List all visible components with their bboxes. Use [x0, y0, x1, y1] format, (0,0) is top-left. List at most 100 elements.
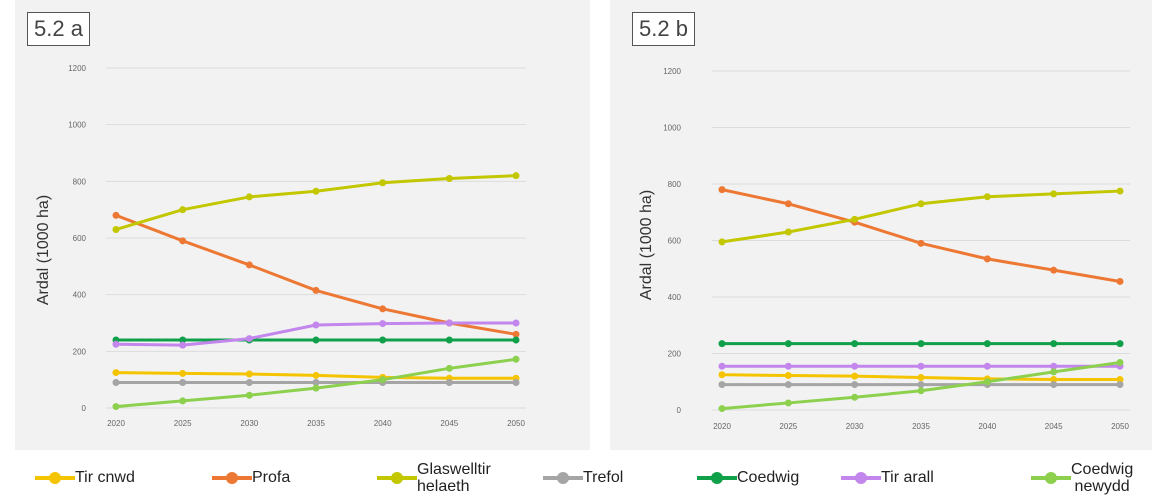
data-point-tir-cnwd — [179, 369, 187, 377]
data-point-coedwig-newydd — [445, 364, 453, 372]
data-point-coedwig-newydd — [312, 384, 320, 392]
data-point-coedwig — [851, 340, 859, 348]
data-point-trefol — [179, 379, 187, 386]
data-point-glaswelltir-helaeth — [379, 179, 387, 187]
data-point-profa — [245, 261, 253, 269]
x-tick-label: 2020 — [713, 422, 731, 431]
x-tick-label: 2025 — [779, 422, 797, 431]
data-point-tir-arall — [312, 321, 320, 329]
legend-label-coedwig-newydd: Coedwig newydd — [1071, 460, 1134, 495]
legend-label-profa: Profa — [252, 469, 291, 486]
y-axis-label: Ardal (1000 ha) — [638, 190, 655, 300]
legend-label-trefol: Trefol — [583, 469, 624, 486]
data-point-glaswelltir-helaeth — [1050, 190, 1058, 198]
data-point-glaswelltir-helaeth — [983, 193, 991, 201]
legend-swatch-coedwig — [697, 471, 737, 484]
data-point-coedwig-newydd — [983, 378, 991, 386]
data-point-coedwig — [1116, 340, 1124, 348]
data-point-glaswelltir-helaeth — [512, 172, 520, 180]
data-point-profa — [917, 239, 925, 247]
data-point-trefol — [851, 381, 859, 389]
data-point-coedwig — [512, 336, 520, 344]
x-tick-label: 2035 — [912, 422, 930, 431]
data-point-tir-cnwd — [851, 372, 859, 380]
y-tick-label: 800 — [73, 177, 87, 186]
y-tick-label: 0 — [82, 404, 87, 413]
data-point-tir-cnwd — [112, 369, 120, 377]
chart-panel-a: 0 200 400 600 800 1000 1200 2020 2025 2030 2035 204… — [15, 0, 590, 450]
data-point-coedwig — [1050, 340, 1058, 348]
legend-item-coedwig: Coedwig — [697, 452, 799, 503]
x-tick-label: 2030 — [240, 419, 258, 428]
x-tick-label: 2035 — [307, 419, 325, 428]
data-point-coedwig-newydd — [379, 376, 387, 384]
data-point-coedwig-newydd — [917, 387, 925, 395]
series-line-profa — [115, 213, 517, 336]
data-point-trefol — [718, 381, 726, 389]
data-point-glaswelltir-helaeth — [312, 187, 320, 195]
chart-a: 0 200 400 600 800 1000 1200 2020 2025 2030 2035 204… — [35, 64, 526, 428]
x-tick-label: 2050 — [507, 419, 525, 428]
data-point-glaswelltir-helaeth — [245, 193, 253, 201]
data-point-tir-cnwd — [718, 371, 726, 379]
data-point-trefol — [112, 379, 120, 386]
chart-b: 0 200 400 600 800 1000 1200 2020 2025 2030 2035 204… — [638, 67, 1130, 431]
y-tick-label: 0 — [677, 406, 682, 415]
data-point-coedwig — [784, 340, 792, 348]
data-point-glaswelltir-helaeth — [917, 200, 925, 208]
y-tick-label: 800 — [668, 180, 682, 189]
legend-item-glaswelltir: Glaswelltir helaeth — [377, 452, 491, 503]
data-point-coedwig-newydd — [1116, 359, 1124, 367]
data-point-profa — [512, 330, 520, 338]
data-point-trefol — [445, 379, 453, 386]
legend-swatch-tir-cnwd — [35, 471, 75, 484]
series-line-glaswelltir-helaeth — [721, 189, 1121, 244]
data-point-coedwig-newydd — [784, 399, 792, 407]
data-point-tir-cnwd — [245, 370, 253, 378]
y-tick-label: 600 — [73, 234, 87, 243]
data-point-tir-cnwd — [312, 371, 320, 379]
data-point-tir-arall — [851, 362, 859, 370]
legend: Tir cnwd Profa Glaswelltir helaeth Trefo… — [0, 452, 1152, 503]
x-tick-label: 2030 — [846, 422, 864, 431]
series-line-glaswelltir-helaeth — [115, 174, 517, 231]
y-tick-label: 1200 — [663, 67, 681, 76]
data-point-trefol — [1116, 381, 1124, 389]
legend-label-tir-cnwd: Tir cnwd — [75, 469, 135, 486]
panel-label-b: 5.2 b — [632, 12, 695, 46]
data-point-tir-cnwd — [917, 374, 925, 382]
legend-label-coedwig: Coedwig — [737, 469, 800, 486]
data-point-coedwig-newydd — [512, 355, 520, 363]
data-point-coedwig-newydd — [851, 393, 859, 401]
data-point-glaswelltir-helaeth — [179, 206, 187, 214]
data-point-coedwig-newydd — [112, 403, 120, 411]
legend-label-tir-arall: Tir arall — [881, 469, 934, 486]
data-point-glaswelltir-helaeth — [851, 215, 859, 223]
data-point-profa — [179, 237, 187, 245]
y-tick-label: 600 — [668, 237, 682, 246]
x-tick-label: 2045 — [1045, 422, 1063, 431]
data-point-tir-cnwd — [1116, 375, 1124, 383]
data-point-tir-arall — [784, 362, 792, 370]
legend-swatch-profa — [212, 471, 252, 484]
data-point-coedwig — [379, 336, 387, 344]
data-point-tir-arall — [983, 362, 991, 370]
data-point-profa — [1050, 266, 1058, 274]
data-point-profa — [718, 186, 726, 194]
legend-swatch-glaswelltir — [377, 471, 417, 484]
legend-item-tir-cnwd: Tir cnwd — [35, 452, 135, 503]
data-point-coedwig — [445, 336, 453, 344]
data-point-trefol — [784, 381, 792, 389]
y-tick-label: 200 — [668, 350, 682, 359]
legend-swatch-trefol — [543, 471, 583, 484]
data-point-profa — [784, 200, 792, 208]
legend-item-tir-arall: Tir arall — [841, 452, 934, 503]
data-point-tir-arall — [512, 319, 520, 327]
y-tick-label: 400 — [668, 293, 682, 302]
data-point-tir-arall — [179, 341, 187, 349]
y-tick-label: 1000 — [663, 124, 681, 133]
data-point-coedwig — [179, 336, 187, 344]
data-point-profa — [1116, 277, 1124, 285]
data-point-tir-arall — [112, 340, 120, 348]
data-point-coedwig-newydd — [718, 405, 726, 413]
